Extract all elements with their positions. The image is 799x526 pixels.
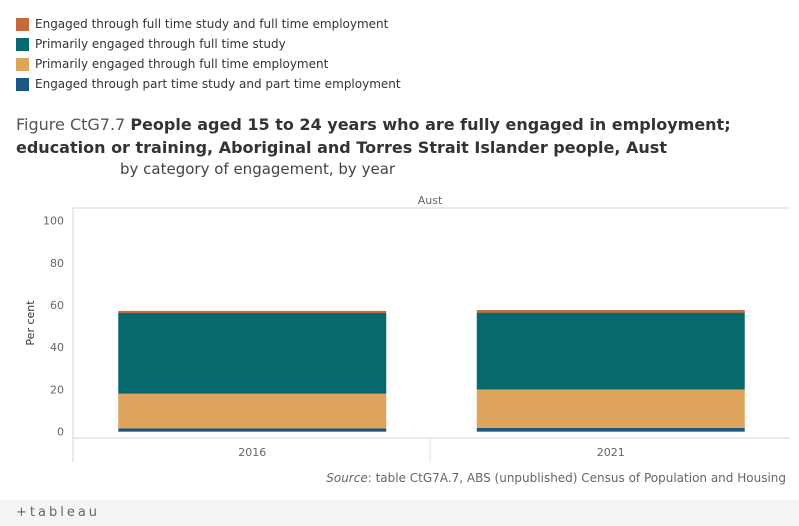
y-tick-label: 80 (50, 257, 64, 270)
figure-title: People aged 15 to 24 years who are fully… (16, 115, 731, 157)
chart-frame: Aust Per cent (24, 194, 790, 462)
source-text: : table CtG7A.7, ABS (unpublished) Censu… (367, 471, 786, 485)
legend: Engaged through full time study and full… (16, 14, 401, 94)
bar-segment[interactable] (476, 427, 745, 432)
legend-swatch (16, 17, 29, 31)
legend-item[interactable]: Engaged through part time study and part… (16, 74, 401, 94)
legend-label: Engaged through full time study and full… (35, 17, 389, 31)
bar-segment[interactable] (476, 389, 745, 428)
legend-item[interactable]: Engaged through full time study and full… (16, 14, 401, 34)
x-tick-label: 2021 (597, 446, 625, 459)
legend-label: Primarily engaged through full time stud… (35, 37, 286, 51)
bar-segment[interactable] (476, 310, 745, 313)
chart-subtitle: by category of engagement, by year (120, 160, 396, 178)
legend-item[interactable]: Primarily engaged through full time empl… (16, 54, 401, 74)
legend-label: Engaged through part time study and part… (35, 77, 401, 91)
bar-segment[interactable] (118, 310, 387, 314)
x-tick-label: 2016 (238, 446, 266, 459)
legend-label: Primarily engaged through full time empl… (35, 57, 329, 71)
bar-segment[interactable] (118, 313, 387, 394)
panel-title: Aust (418, 194, 443, 207)
bar-segment[interactable] (476, 312, 745, 390)
y-axis-label: Per cent (24, 300, 37, 346)
bar-segment[interactable] (118, 393, 387, 429)
source-label: Source (326, 471, 368, 485)
legend-swatch (16, 57, 29, 71)
chart-title: Figure CtG7.7 People aged 15 to 24 years… (16, 113, 791, 159)
legend-swatch (16, 37, 29, 51)
y-tick-label: 100 (43, 215, 64, 228)
figure-number: Figure CtG7.7 (16, 115, 126, 134)
y-tick-label: 0 (57, 426, 64, 439)
source-note: Source: table CtG7A.7, ABS (unpublished)… (326, 471, 786, 485)
y-tick-label: 40 (50, 341, 64, 354)
chart-svg: Aust Per cent 0 20 40 60 80 100 2016 2021 (24, 194, 790, 462)
legend-swatch (16, 77, 29, 91)
y-tick-label: 20 (50, 383, 64, 396)
tableau-logo[interactable]: +tableau (16, 505, 101, 520)
tableau-footer: +tableau (0, 500, 799, 526)
legend-item[interactable]: Primarily engaged through full time stud… (16, 34, 401, 54)
bar-segment[interactable] (118, 428, 387, 432)
y-tick-label: 60 (50, 299, 64, 312)
